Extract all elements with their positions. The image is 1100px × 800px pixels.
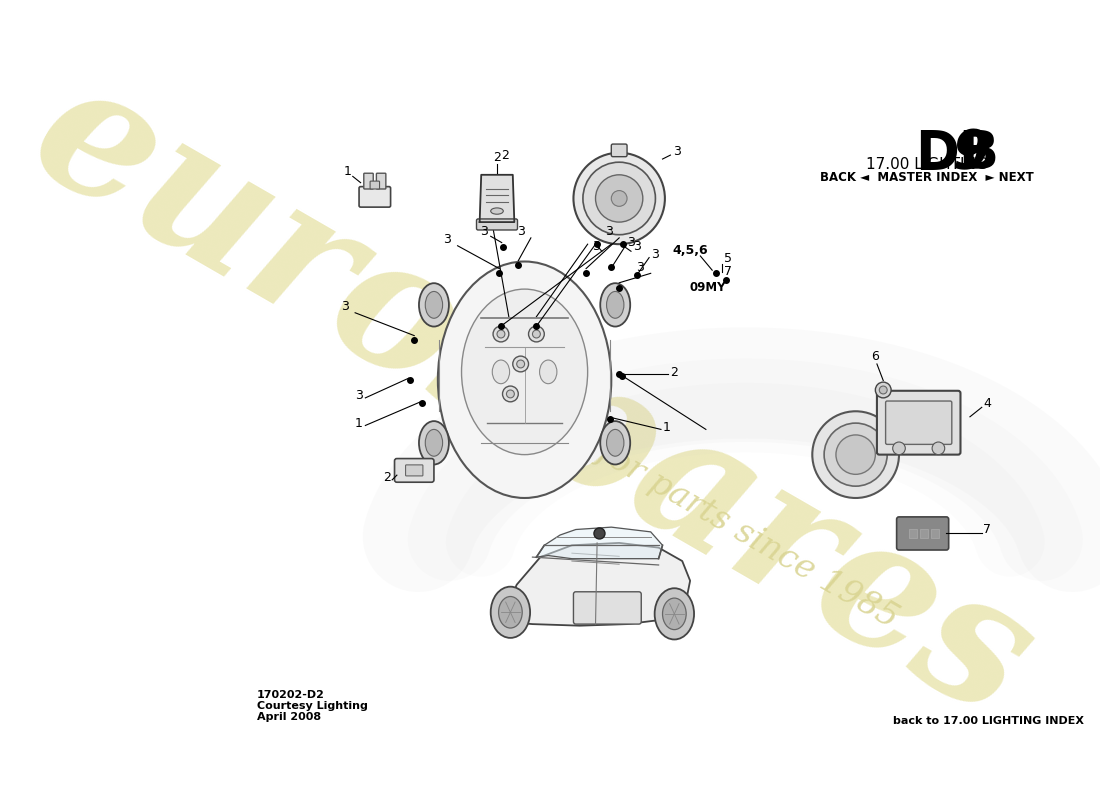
FancyBboxPatch shape [476,219,517,230]
Text: back to 17.00 LIGHTING INDEX: back to 17.00 LIGHTING INDEX [893,716,1085,726]
Ellipse shape [836,435,876,474]
Text: eurospares: eurospares [4,43,1060,755]
Circle shape [513,356,528,372]
FancyBboxPatch shape [370,181,379,189]
Ellipse shape [493,360,509,384]
Text: 1: 1 [343,165,351,178]
Text: 6: 6 [871,350,879,363]
Circle shape [595,175,642,222]
Circle shape [528,326,544,342]
Text: Courtesy Lighting: Courtesy Lighting [256,701,367,710]
Text: 9: 9 [953,127,989,179]
Circle shape [594,528,605,539]
Ellipse shape [812,411,899,498]
Bar [910,529,917,538]
Ellipse shape [606,291,624,318]
Ellipse shape [662,598,686,630]
Text: 3: 3 [651,247,659,261]
Circle shape [506,390,515,398]
Text: 1: 1 [662,421,670,434]
FancyBboxPatch shape [886,401,952,444]
Text: 5: 5 [724,251,732,265]
Circle shape [493,326,509,342]
Circle shape [583,162,656,234]
Circle shape [497,330,505,338]
Ellipse shape [540,360,557,384]
FancyBboxPatch shape [364,174,373,189]
Text: 2: 2 [670,366,679,379]
Polygon shape [480,175,515,222]
Text: 3: 3 [480,225,487,238]
Text: 3: 3 [673,145,681,158]
Text: 170202-D2: 170202-D2 [256,690,324,699]
Circle shape [876,382,891,398]
Text: 3: 3 [341,300,349,314]
Bar [921,529,928,538]
Text: 2: 2 [383,471,390,485]
Text: 3: 3 [355,390,363,402]
FancyBboxPatch shape [612,144,627,157]
Circle shape [612,190,627,206]
FancyBboxPatch shape [359,186,390,207]
Text: 2: 2 [500,149,509,162]
Polygon shape [537,527,662,558]
Ellipse shape [419,283,449,326]
Text: a passion for parts since 1985: a passion for parts since 1985 [446,353,903,635]
Text: 7: 7 [724,265,732,278]
Ellipse shape [601,421,630,465]
Ellipse shape [601,283,630,326]
FancyBboxPatch shape [406,465,422,476]
Ellipse shape [491,208,504,214]
Circle shape [517,360,525,368]
Text: DB: DB [915,127,999,179]
Text: 3: 3 [605,226,613,238]
Ellipse shape [824,423,888,486]
FancyBboxPatch shape [573,592,641,624]
Ellipse shape [438,262,612,498]
Ellipse shape [498,597,522,628]
Text: BACK ◄  MASTER INDEX  ► NEXT: BACK ◄ MASTER INDEX ► NEXT [820,171,1034,184]
Text: 3: 3 [627,236,635,249]
Text: 2: 2 [493,150,500,164]
Ellipse shape [419,421,449,465]
Text: 3: 3 [592,240,600,253]
FancyBboxPatch shape [877,390,960,454]
Ellipse shape [462,289,587,454]
Circle shape [532,330,540,338]
Text: 17.00 LIGHTING: 17.00 LIGHTING [866,157,988,172]
Text: 09MY: 09MY [690,281,726,294]
Text: 7: 7 [983,523,991,537]
Text: 3: 3 [443,234,451,246]
FancyBboxPatch shape [395,458,433,482]
Circle shape [503,386,518,402]
FancyBboxPatch shape [376,174,386,189]
FancyBboxPatch shape [896,517,948,550]
Text: 3: 3 [517,226,525,238]
Polygon shape [493,543,690,626]
Circle shape [932,442,945,454]
Text: April 2008: April 2008 [256,711,321,722]
Text: 1: 1 [355,417,363,430]
Text: 3: 3 [634,240,641,253]
Text: 4: 4 [983,398,991,410]
Bar [932,529,939,538]
Text: 4,5,6: 4,5,6 [673,244,708,257]
Circle shape [879,386,888,394]
Ellipse shape [426,291,442,318]
Circle shape [893,442,905,454]
Ellipse shape [426,430,442,456]
Ellipse shape [606,430,624,456]
Text: 3: 3 [637,261,645,274]
Ellipse shape [654,588,694,639]
Circle shape [573,153,664,244]
Ellipse shape [491,586,530,638]
